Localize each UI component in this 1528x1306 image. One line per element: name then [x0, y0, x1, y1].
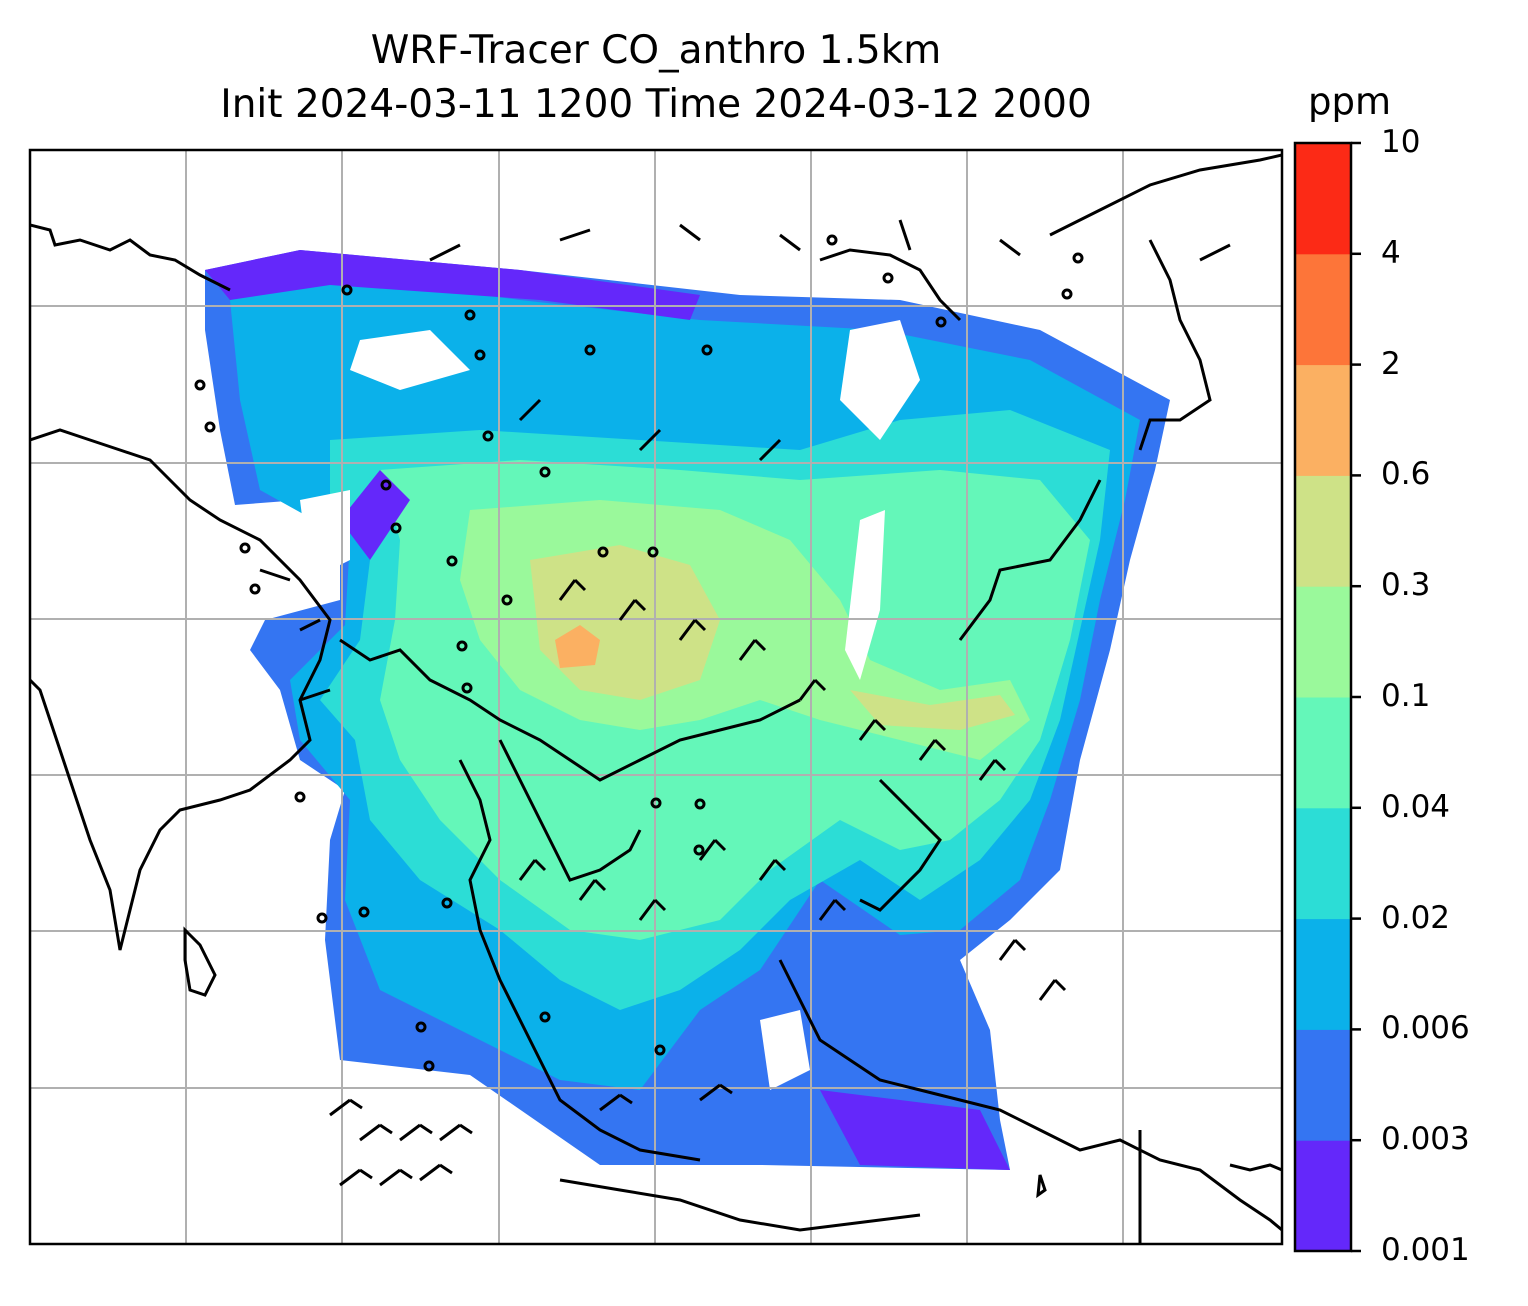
colorbar-tick-label: 0.001 [1381, 1232, 1470, 1268]
colorbar-frame [1293, 141, 1353, 1253]
colorbar-segment [1295, 1140, 1351, 1252]
map-title-line1: WRF-Tracer CO_anthro 1.5km [370, 28, 942, 73]
colorbar-tick-label: 4 [1381, 234, 1401, 271]
calm-wind-markers [194, 234, 1084, 1072]
colorbar-tick-label: 0.003 [1381, 1121, 1470, 1158]
map-title-line2: Init 2024-03-11 1200 Time 2024-03-12 200… [220, 82, 1092, 127]
map-panel [30, 150, 1282, 1244]
colorbar-tick-label: 0.6 [1381, 456, 1431, 493]
colorbar-segment [1295, 586, 1351, 698]
colorbar-segment [1295, 807, 1351, 920]
wind-barbs [259, 219, 1231, 1187]
gridlines [30, 150, 1282, 1244]
colorbar-segment [1295, 143, 1351, 255]
colorbar-segment [1295, 697, 1351, 809]
colorbar-tick-label: 0.02 [1381, 899, 1451, 936]
colorbar-tick-label: 0.006 [1381, 1010, 1470, 1047]
colorbar-segment [1295, 918, 1351, 1030]
colorbar-segment [1295, 253, 1351, 366]
coastlines [30, 153, 1282, 1244]
co-concentration-field [205, 250, 1170, 1170]
colorbar-tick-label: 10 [1381, 124, 1421, 160]
colorbar-tick-label: 0.04 [1381, 788, 1451, 825]
colorbar [1295, 141, 1361, 1253]
colorbar-segment [1295, 364, 1351, 476]
colorbar-tick-label: 2 [1381, 345, 1401, 382]
colorbar-tick-label: 0.1 [1381, 678, 1431, 714]
colorbar-segment [1295, 475, 1351, 587]
map-frame [28, 148, 1284, 1246]
colorbar-units: ppm [1308, 80, 1392, 123]
colorbar-segment [1295, 1029, 1351, 1141]
colorbar-tick-label: 0.3 [1381, 567, 1431, 604]
